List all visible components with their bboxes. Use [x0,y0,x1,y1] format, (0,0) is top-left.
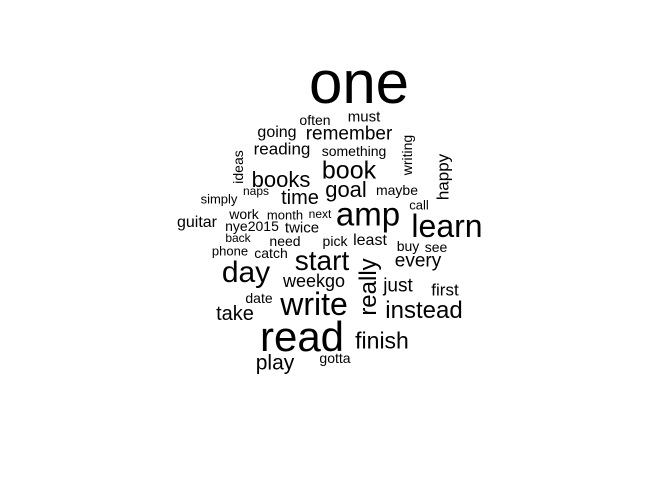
word: start [294,245,350,276]
word: take [216,303,254,325]
word: happy [433,153,453,201]
word: every [394,250,442,272]
word: buy [396,238,420,254]
word: ideas [230,150,246,184]
word: one [308,49,410,116]
word: twice [284,219,320,237]
word: read [259,313,345,360]
word: first [431,280,459,300]
word: remember [305,123,393,145]
word: need [269,233,301,249]
word: books [251,167,311,192]
word: phone [211,243,249,259]
word: least [353,232,387,249]
word: instead [385,297,463,324]
word: gotta [319,350,351,366]
word: finish [355,327,409,354]
word: back [225,231,251,245]
word: often [299,112,331,128]
word: see [424,239,448,255]
word: guitar [176,214,218,231]
word: next [308,207,332,221]
word: must [347,108,381,126]
word: time [281,187,319,209]
word: work [229,206,259,222]
word: just [383,275,413,297]
word: play [255,351,295,375]
word: simply [200,191,238,207]
word: pick [322,233,348,249]
word: reading [253,139,311,159]
word: maybe [375,182,419,198]
word: naps [242,184,270,198]
word: learn [411,208,483,244]
word: going [257,124,297,141]
word: day [221,256,271,289]
word: goal [325,177,367,202]
word: something [321,143,387,159]
word: call [409,197,429,213]
word: really [355,258,382,316]
word: book [321,156,377,185]
word: write [280,286,348,322]
word: date [245,290,273,306]
word: catch [254,245,288,261]
word: weekgo [282,271,346,291]
word: month [266,207,304,223]
word: nye2015 [225,218,279,234]
word: amp [335,195,401,233]
word: writing [399,134,415,176]
